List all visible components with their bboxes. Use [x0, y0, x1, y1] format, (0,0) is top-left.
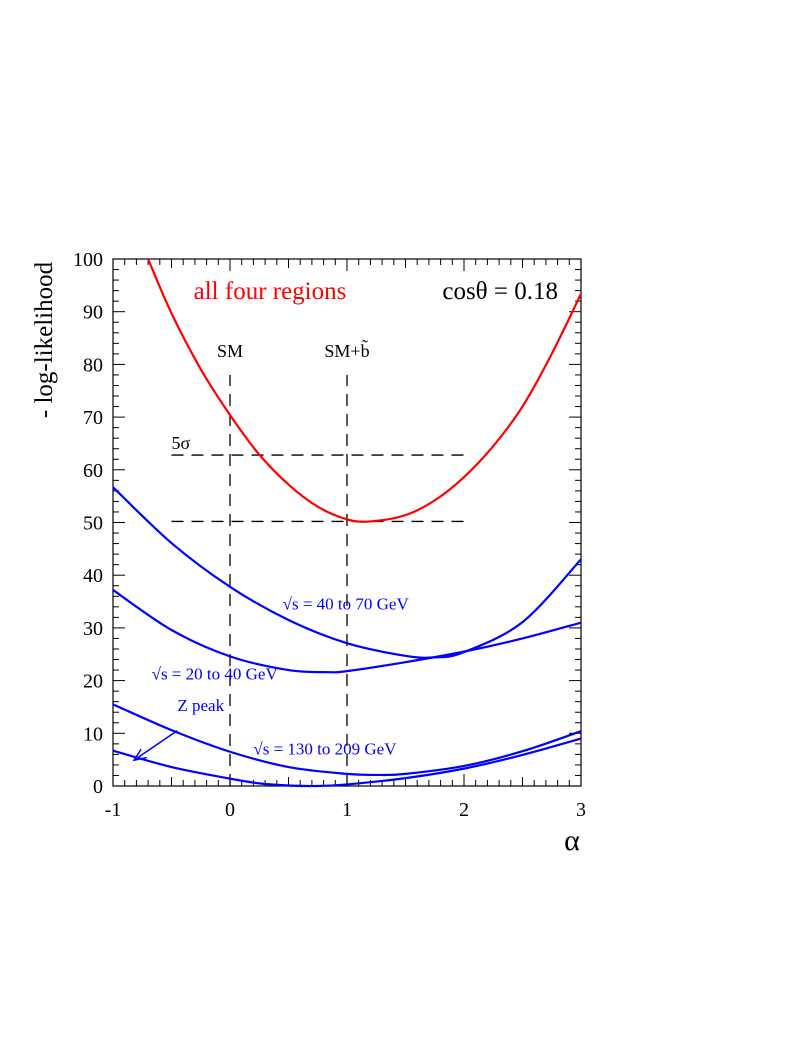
reference-lines: SM SM+b̃ 5σ — [171, 339, 464, 786]
chart-title: all four regions — [194, 278, 347, 305]
y-tick-label: 20 — [83, 671, 103, 693]
series-line — [112, 737, 582, 788]
x-tick-label: -1 — [105, 799, 122, 821]
y-tick-label: 60 — [83, 460, 103, 482]
x-tick-label: 1 — [342, 799, 352, 821]
y-tick-label: 70 — [83, 407, 103, 429]
y-tick-label: 90 — [83, 302, 103, 324]
x-tick-label: 3 — [576, 799, 586, 821]
series-line — [147, 258, 582, 523]
arrow-shaft — [133, 730, 178, 761]
reference-line-label: 5σ — [172, 433, 191, 453]
curve-label: √s = 40 to 70 GeV — [283, 594, 410, 613]
series-curves — [112, 258, 582, 788]
reference-line-label: SM — [217, 341, 243, 361]
annotations: √s = 40 to 70 GeV √s = 20 to 40 GeV Z peak… — [132, 594, 410, 762]
reference-line-label: SM+b̃ — [324, 339, 369, 361]
curve-label: Z peak — [177, 696, 224, 715]
x-tick-label: 2 — [459, 799, 469, 821]
axis-ticks — [112, 258, 582, 787]
series-line — [112, 486, 582, 659]
series-line — [112, 589, 582, 674]
y-tick-label: 50 — [83, 513, 103, 535]
y-tick-label: 40 — [83, 565, 103, 587]
y-axis-label: - log-likelihood — [31, 261, 58, 418]
series-line — [112, 703, 582, 777]
curve-label: √s = 20 to 40 GeV — [152, 665, 279, 684]
cos-theta-annotation: cosθ = 0.18 — [442, 278, 558, 305]
y-tick-label: 100 — [73, 249, 103, 271]
y-tick-label: 30 — [83, 618, 103, 640]
y-tick-label: 0 — [93, 776, 103, 798]
x-tick-label: 0 — [225, 799, 235, 821]
curve-label: √s = 130 to 209 GeV — [253, 739, 397, 758]
y-tick-label: 10 — [83, 723, 103, 745]
y-tick-label: 80 — [83, 354, 103, 376]
arrow-head — [132, 748, 147, 762]
x-axis-label: α — [564, 824, 580, 857]
